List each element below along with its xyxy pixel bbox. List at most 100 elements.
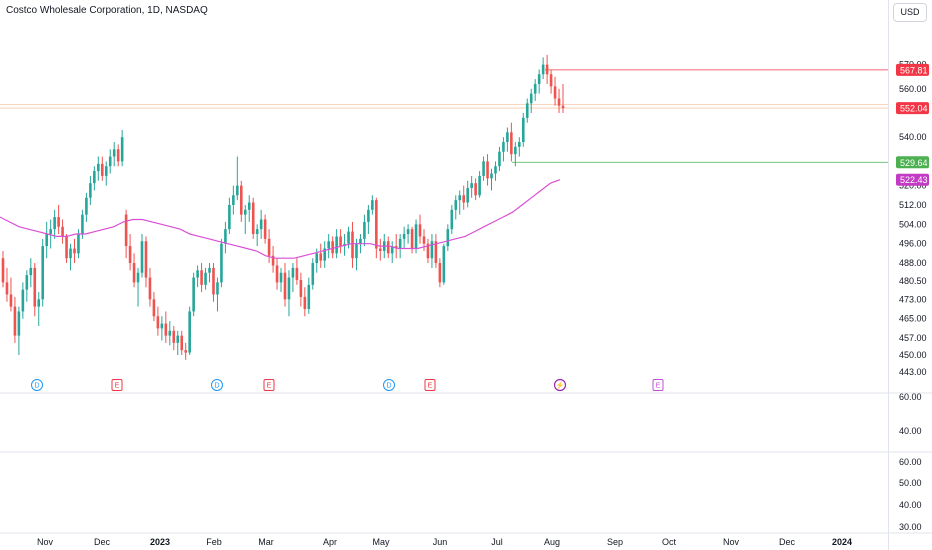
candle-body xyxy=(255,229,259,234)
price-tick-label: 480.50 xyxy=(899,276,927,286)
time-tick-label: Dec xyxy=(779,537,796,547)
pane1-tick-label: 40.00 xyxy=(899,426,922,436)
candle-body xyxy=(514,146,517,155)
candle-body xyxy=(271,255,275,266)
candle-body xyxy=(275,265,279,283)
candle-body xyxy=(144,241,148,278)
candle-body xyxy=(259,219,263,230)
candle-body xyxy=(510,132,513,155)
candle-body xyxy=(112,149,116,157)
candle-body xyxy=(104,166,108,176)
candle-body xyxy=(124,214,128,247)
candle-body xyxy=(406,229,410,234)
candle-body xyxy=(283,272,287,300)
candle-body xyxy=(367,209,370,222)
candle-body xyxy=(5,282,9,295)
event-dividend: D xyxy=(383,379,395,391)
event-label: E xyxy=(428,383,433,390)
candle-body xyxy=(243,209,247,215)
candle-body xyxy=(100,163,104,176)
price-tag-label: 552.04 xyxy=(900,104,928,114)
candle-body xyxy=(85,197,88,215)
time-tick-label: Feb xyxy=(206,537,222,547)
event-earnings-next: E xyxy=(652,379,664,391)
event-earnings: E xyxy=(263,379,275,391)
event-label: D xyxy=(214,383,219,390)
event-markers: D E D E D E ⚡ E xyxy=(31,378,664,392)
symbol-title: Costco Wholesale Corporation, 1D, NASDAQ xyxy=(6,5,208,16)
dividend-marker xyxy=(31,379,43,391)
time-tick-label: Apr xyxy=(323,537,337,547)
price-tag-box xyxy=(896,156,929,169)
candle-body xyxy=(267,238,271,256)
earnings-marker xyxy=(111,379,123,391)
time-axis: Nov Dec 2023 Feb Mar Apr May Jun Jul Aug Sep Oct Nov… xyxy=(37,537,852,547)
pane2-tick-label: 40.00 xyxy=(899,500,922,510)
price-tick-label: 443.00 xyxy=(899,367,927,377)
price-tick-label: 560.00 xyxy=(899,84,927,94)
candle-body xyxy=(438,263,442,283)
candle-body xyxy=(279,272,283,283)
candle-body xyxy=(371,200,374,210)
time-tick-label: Dec xyxy=(94,537,111,547)
candle-body xyxy=(220,243,223,283)
candle-body xyxy=(533,83,537,94)
time-tick-label: Oct xyxy=(662,537,677,547)
candle-body xyxy=(176,335,180,343)
price-tick-label: 457.00 xyxy=(899,333,927,343)
candle-body xyxy=(355,243,358,259)
candle-body xyxy=(347,231,350,244)
candle-body xyxy=(430,241,434,259)
event-label: ⚡ xyxy=(556,381,565,390)
candle-body xyxy=(263,219,267,239)
candle-body xyxy=(351,231,354,259)
candle-body xyxy=(116,149,120,162)
event-earnings: E xyxy=(111,379,123,391)
candle-body xyxy=(208,267,211,273)
candle-body xyxy=(525,103,529,118)
candle-body xyxy=(486,161,489,179)
candle-body xyxy=(466,188,469,203)
candle-body xyxy=(148,277,152,300)
candle-body xyxy=(108,156,112,167)
candle-body xyxy=(553,86,557,99)
horizontal-levels xyxy=(0,69,888,163)
candle-body xyxy=(363,221,366,239)
candle-body xyxy=(156,316,160,329)
pane1-tick-label: 60.00 xyxy=(899,392,922,402)
candle-body xyxy=(33,267,37,307)
pane2-tick-label: 60.00 xyxy=(899,457,922,467)
candle-body xyxy=(29,267,33,276)
candle-body xyxy=(319,253,323,261)
candle-body xyxy=(458,195,462,201)
price-tag: 522.43 xyxy=(896,173,929,186)
event-label: D xyxy=(34,383,39,390)
candle-body xyxy=(287,277,291,300)
candle-body xyxy=(239,185,243,215)
earnings-marker xyxy=(263,379,275,391)
candle-body xyxy=(9,294,13,307)
candle-body xyxy=(41,246,45,300)
candle-body xyxy=(454,200,458,210)
price-tag-label: 567.81 xyxy=(900,65,928,75)
candle-body xyxy=(359,238,362,244)
candle-body xyxy=(502,142,505,152)
candle-body xyxy=(541,64,545,75)
candle-body xyxy=(192,277,195,312)
candle-body xyxy=(446,229,450,247)
candlestick-series xyxy=(1,54,565,360)
candle-body xyxy=(414,224,418,249)
candle-body xyxy=(93,171,96,184)
candle-body xyxy=(89,183,92,198)
candle-body xyxy=(549,74,553,87)
time-tick-label: 2024 xyxy=(832,537,852,547)
time-tick-label: Mar xyxy=(258,537,274,547)
candle-body xyxy=(152,299,156,317)
candle-body xyxy=(545,64,549,75)
candle-body xyxy=(303,296,307,310)
candle-body xyxy=(490,173,493,179)
candle-body xyxy=(216,282,219,295)
event-split: ⚡ xyxy=(553,378,567,392)
currency-button[interactable]: USD xyxy=(893,3,927,22)
